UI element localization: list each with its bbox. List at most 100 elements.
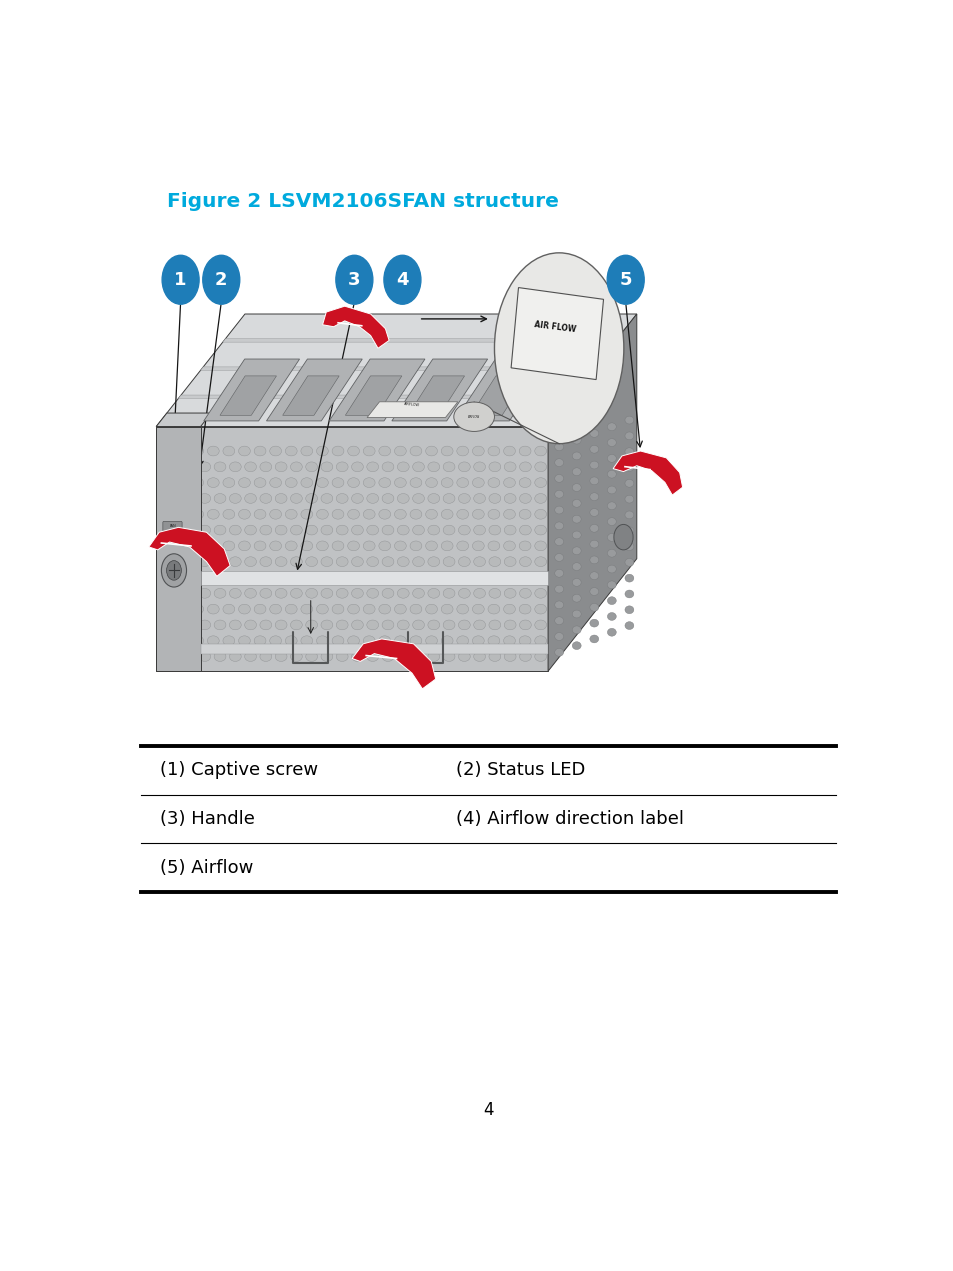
Ellipse shape bbox=[207, 510, 219, 519]
Ellipse shape bbox=[554, 633, 563, 641]
Ellipse shape bbox=[607, 581, 616, 588]
Ellipse shape bbox=[274, 652, 287, 661]
Ellipse shape bbox=[488, 478, 499, 488]
Ellipse shape bbox=[290, 652, 302, 661]
Ellipse shape bbox=[320, 652, 333, 661]
Ellipse shape bbox=[238, 510, 250, 519]
Ellipse shape bbox=[207, 478, 219, 488]
Ellipse shape bbox=[290, 620, 302, 630]
Ellipse shape bbox=[213, 557, 226, 567]
Ellipse shape bbox=[381, 493, 394, 503]
Ellipse shape bbox=[320, 620, 333, 630]
Ellipse shape bbox=[332, 573, 343, 582]
Ellipse shape bbox=[554, 585, 563, 594]
Ellipse shape bbox=[316, 573, 328, 582]
Ellipse shape bbox=[213, 461, 226, 472]
Polygon shape bbox=[200, 644, 547, 653]
Ellipse shape bbox=[305, 557, 317, 567]
Ellipse shape bbox=[335, 557, 348, 567]
Ellipse shape bbox=[366, 557, 378, 567]
Ellipse shape bbox=[300, 478, 313, 488]
Ellipse shape bbox=[440, 446, 453, 456]
Ellipse shape bbox=[366, 461, 378, 472]
Ellipse shape bbox=[270, 604, 281, 614]
Ellipse shape bbox=[443, 652, 455, 661]
Ellipse shape bbox=[572, 578, 580, 586]
Ellipse shape bbox=[440, 541, 453, 550]
Ellipse shape bbox=[458, 493, 470, 503]
Ellipse shape bbox=[425, 541, 437, 550]
Ellipse shape bbox=[428, 588, 439, 599]
Ellipse shape bbox=[332, 510, 343, 519]
Ellipse shape bbox=[440, 510, 453, 519]
Ellipse shape bbox=[425, 636, 437, 646]
Circle shape bbox=[167, 561, 181, 580]
Circle shape bbox=[161, 554, 187, 587]
Ellipse shape bbox=[535, 493, 546, 503]
Ellipse shape bbox=[378, 478, 391, 488]
Polygon shape bbox=[454, 358, 550, 421]
Ellipse shape bbox=[244, 652, 256, 661]
Ellipse shape bbox=[440, 573, 453, 582]
Ellipse shape bbox=[572, 515, 580, 524]
Polygon shape bbox=[329, 358, 424, 421]
Ellipse shape bbox=[458, 588, 470, 599]
Ellipse shape bbox=[503, 541, 515, 550]
Ellipse shape bbox=[198, 557, 211, 567]
Ellipse shape bbox=[332, 446, 343, 456]
Ellipse shape bbox=[259, 588, 272, 599]
Ellipse shape bbox=[519, 493, 531, 503]
Ellipse shape bbox=[456, 478, 468, 488]
Text: 3: 3 bbox=[348, 271, 360, 289]
Ellipse shape bbox=[351, 557, 363, 567]
Ellipse shape bbox=[456, 446, 468, 456]
Ellipse shape bbox=[244, 525, 256, 535]
Ellipse shape bbox=[472, 604, 484, 614]
Polygon shape bbox=[156, 427, 200, 671]
Ellipse shape bbox=[589, 477, 598, 484]
Ellipse shape bbox=[572, 484, 580, 492]
Circle shape bbox=[335, 255, 373, 304]
Ellipse shape bbox=[425, 573, 437, 582]
Ellipse shape bbox=[413, 461, 424, 472]
Polygon shape bbox=[266, 358, 362, 421]
Ellipse shape bbox=[503, 446, 515, 456]
Ellipse shape bbox=[285, 604, 296, 614]
Text: (5) Airflow: (5) Airflow bbox=[160, 859, 253, 877]
Ellipse shape bbox=[410, 446, 421, 456]
Ellipse shape bbox=[183, 652, 195, 661]
Ellipse shape bbox=[397, 525, 409, 535]
Ellipse shape bbox=[535, 446, 546, 456]
Ellipse shape bbox=[332, 541, 343, 550]
Ellipse shape bbox=[316, 478, 328, 488]
Ellipse shape bbox=[474, 620, 485, 630]
Ellipse shape bbox=[238, 604, 250, 614]
Ellipse shape bbox=[410, 573, 421, 582]
Ellipse shape bbox=[253, 541, 266, 550]
Ellipse shape bbox=[335, 620, 348, 630]
Text: FAN: FAN bbox=[169, 525, 175, 529]
Ellipse shape bbox=[474, 493, 485, 503]
Ellipse shape bbox=[305, 525, 317, 535]
Circle shape bbox=[162, 255, 199, 304]
Ellipse shape bbox=[270, 636, 281, 646]
Ellipse shape bbox=[518, 541, 531, 550]
Ellipse shape bbox=[554, 506, 563, 513]
Ellipse shape bbox=[428, 557, 439, 567]
Ellipse shape bbox=[198, 525, 211, 535]
Ellipse shape bbox=[535, 636, 546, 646]
Ellipse shape bbox=[554, 554, 563, 562]
Ellipse shape bbox=[589, 636, 598, 643]
Ellipse shape bbox=[305, 461, 317, 472]
Ellipse shape bbox=[192, 636, 203, 646]
Ellipse shape bbox=[535, 652, 546, 661]
Ellipse shape bbox=[259, 652, 272, 661]
Polygon shape bbox=[408, 376, 464, 416]
Ellipse shape bbox=[335, 461, 348, 472]
Ellipse shape bbox=[316, 541, 328, 550]
Ellipse shape bbox=[223, 446, 234, 456]
Ellipse shape bbox=[410, 636, 421, 646]
Ellipse shape bbox=[428, 525, 439, 535]
Ellipse shape bbox=[335, 493, 348, 503]
Ellipse shape bbox=[535, 510, 546, 519]
